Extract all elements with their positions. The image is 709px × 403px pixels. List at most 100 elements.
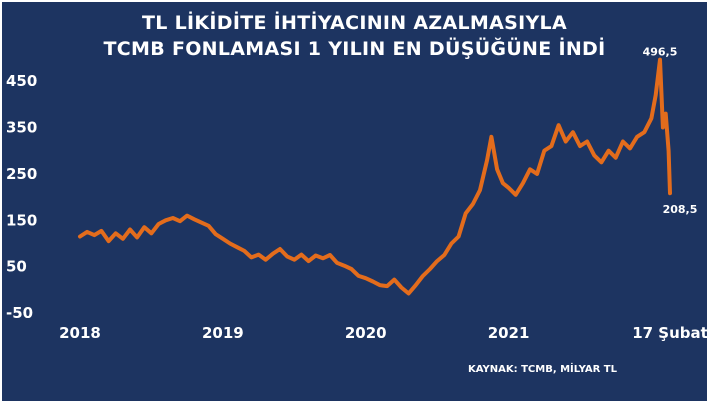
data-point [235, 245, 239, 249]
data-point [192, 217, 196, 221]
x-tick-label: 2019 [202, 324, 244, 342]
data-point [149, 231, 153, 235]
data-point [271, 252, 275, 256]
data-point [257, 253, 261, 257]
data-label: 496,5 [643, 46, 678, 59]
data-point [242, 249, 246, 253]
data-point [121, 237, 125, 241]
y-tick-label: -50 [6, 304, 33, 322]
data-point [335, 261, 339, 265]
data-point [164, 218, 168, 222]
data-point [585, 140, 589, 143]
data-point [371, 280, 375, 283]
data-point [378, 283, 382, 287]
data-point [199, 221, 203, 225]
data-point [78, 235, 82, 238]
data-point [349, 267, 353, 271]
data-point [507, 186, 511, 190]
data-point [278, 247, 282, 251]
series-line [78, 57, 672, 296]
x-tick-label: 2018 [59, 324, 101, 342]
data-point [549, 144, 553, 148]
data-point [471, 202, 475, 206]
data-point [85, 230, 89, 234]
data-point [485, 158, 489, 162]
data-point [635, 135, 639, 139]
data-point [421, 274, 425, 278]
data-point [535, 172, 539, 176]
data-point [142, 225, 146, 229]
data-point [435, 259, 439, 263]
data-point [654, 93, 658, 97]
data-point [392, 278, 396, 282]
data-point [592, 153, 596, 157]
data-point [342, 264, 346, 268]
data-point [542, 149, 546, 153]
y-tick-label: 50 [6, 258, 27, 276]
data-point [664, 112, 668, 116]
data-point [128, 228, 132, 231]
data-point [399, 286, 403, 289]
data-label: 208,5 [663, 203, 698, 216]
y-tick-label: 150 [6, 211, 37, 229]
data-point [628, 146, 632, 150]
x-tick-label: 2020 [345, 324, 387, 342]
data-point [357, 274, 361, 278]
data-point [157, 222, 161, 226]
data-point [489, 135, 493, 139]
data-point [228, 242, 232, 245]
data-point [501, 181, 505, 185]
data-point [321, 256, 325, 260]
data-point [668, 191, 672, 195]
data-point [514, 193, 518, 197]
data-point [285, 254, 289, 258]
data-point [299, 253, 303, 257]
data-point [578, 144, 582, 148]
data-point [171, 216, 175, 220]
data-point [107, 239, 111, 243]
y-tick-label: 250 [6, 165, 37, 183]
data-point [185, 214, 189, 218]
data-point [464, 211, 468, 215]
source-note: KAYNAK: TCMB, MİLYAR TL [467, 364, 617, 375]
data-point [528, 167, 532, 171]
data-point [621, 140, 625, 143]
data-point [642, 130, 646, 134]
data-point [428, 267, 432, 271]
data-point [114, 231, 118, 235]
data-point [571, 130, 575, 134]
y-tick-label: 450 [6, 72, 37, 90]
data-point [442, 253, 446, 257]
data-point [99, 229, 103, 233]
data-point [178, 219, 182, 223]
y-tick-label: 350 [6, 119, 37, 137]
data-point [314, 254, 318, 257]
x-tick-label: 2021 [488, 324, 530, 342]
data-point [307, 259, 311, 263]
data-point [658, 58, 662, 62]
data-point [478, 188, 482, 192]
data-point [214, 232, 218, 236]
data-point [207, 224, 211, 228]
data-point [292, 258, 296, 262]
data-point [328, 253, 332, 257]
data-point [614, 156, 618, 160]
data-point [407, 292, 411, 295]
data-point [649, 116, 653, 120]
data-point [667, 149, 671, 153]
data-point [449, 242, 453, 245]
data-point [221, 237, 225, 241]
data-point [607, 149, 611, 153]
data-point [135, 235, 139, 239]
data-point [364, 276, 368, 280]
data-point [249, 255, 253, 259]
x-tick-label: 17 Şubat [632, 324, 708, 342]
data-point [495, 167, 499, 171]
chart-subtitle: TCMB FONLAMASI 1 YILIN EN DÜŞÜĞÜNE İNDİ [103, 38, 606, 60]
data-point [92, 233, 96, 237]
data-point [385, 284, 389, 288]
data-point [564, 140, 568, 143]
